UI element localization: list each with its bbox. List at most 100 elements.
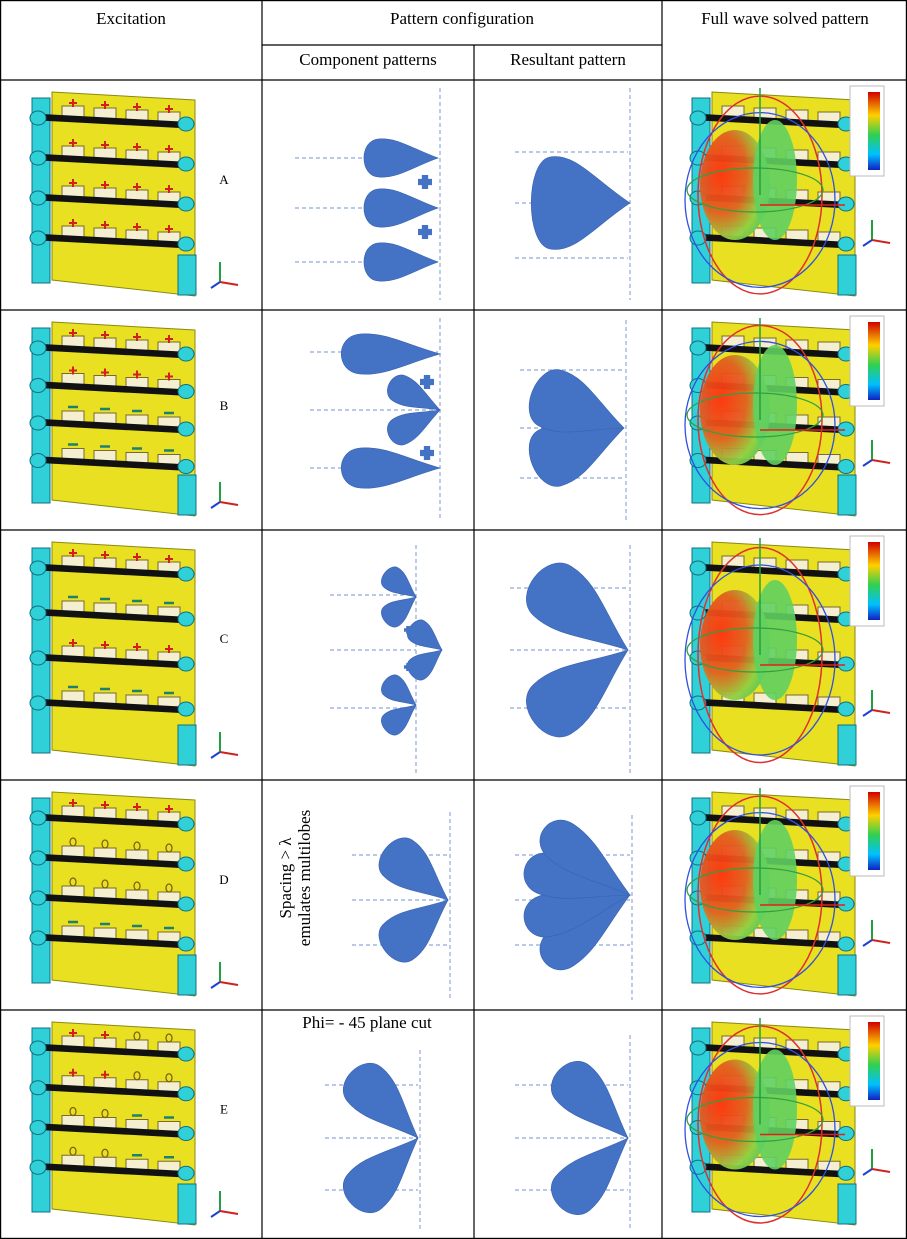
connector	[838, 897, 854, 911]
connector	[178, 897, 194, 911]
plus-sign	[418, 225, 432, 239]
lobe	[531, 156, 630, 249]
axis-icon	[872, 1169, 890, 1172]
connector	[838, 197, 854, 211]
connector	[178, 702, 194, 716]
post	[32, 1028, 50, 1212]
connector	[178, 1166, 194, 1180]
post	[178, 725, 196, 765]
color-bar	[868, 322, 880, 400]
post	[838, 255, 856, 295]
connector	[838, 657, 854, 671]
connector	[30, 111, 46, 125]
plane-cut-note: Phi= - 45 plane cut	[302, 1013, 432, 1032]
connector	[30, 851, 46, 865]
lobe-shape	[515, 552, 647, 674]
connector	[178, 612, 194, 626]
connector	[178, 197, 194, 211]
connector	[178, 347, 194, 361]
connector	[30, 696, 46, 710]
header-cell: Full wave solved pattern	[701, 9, 869, 28]
post	[838, 475, 856, 515]
spacing-note: Spacing > λ	[276, 837, 295, 919]
row-label: C	[220, 631, 229, 646]
plus-sign	[420, 446, 434, 460]
connector	[178, 422, 194, 436]
lobe	[364, 189, 438, 227]
connector	[178, 237, 194, 251]
axis-icon	[863, 460, 872, 466]
axis-icon	[220, 282, 238, 285]
connector	[178, 857, 194, 871]
connector	[30, 1041, 46, 1055]
lobe-shape	[515, 625, 647, 747]
post	[32, 98, 50, 283]
connector	[30, 191, 46, 205]
connector	[178, 937, 194, 951]
connector	[30, 1121, 46, 1135]
connector	[838, 460, 854, 474]
header-cell: Resultant pattern	[510, 50, 626, 69]
connector	[30, 931, 46, 945]
post	[838, 1184, 856, 1224]
axis-icon	[211, 282, 220, 288]
post	[32, 798, 50, 983]
axis-icon	[863, 710, 872, 716]
post	[178, 1184, 196, 1224]
connector	[690, 561, 706, 575]
lobe-shape	[364, 243, 438, 281]
axis-icon	[220, 1211, 238, 1214]
connector	[30, 416, 46, 430]
table: Excitation Pattern configuration Compone…	[0, 0, 907, 1239]
antenna-array	[30, 792, 196, 996]
connector	[178, 817, 194, 831]
row-label: E	[220, 1102, 228, 1117]
axis-icon	[220, 502, 238, 505]
row-label: D	[219, 872, 228, 887]
post	[838, 725, 856, 765]
lobe	[364, 243, 438, 281]
row-label: A	[219, 172, 229, 187]
lobe-shape	[341, 334, 440, 374]
antenna-array	[30, 542, 196, 766]
header-cell: Component patterns	[299, 50, 436, 69]
connector	[30, 341, 46, 355]
color-bar	[868, 792, 880, 870]
axis-icon	[211, 752, 220, 758]
row-label: B	[220, 398, 229, 413]
axis-icon	[872, 710, 890, 713]
color-bar	[868, 92, 880, 170]
axis-icon	[872, 460, 890, 463]
plus-sign	[420, 375, 434, 389]
axis-icon	[872, 240, 890, 243]
axis-icon	[211, 1211, 220, 1217]
connector	[178, 117, 194, 131]
axis-icon	[863, 940, 872, 946]
connector	[178, 157, 194, 171]
spacing-note: emulates multilobes	[295, 810, 314, 946]
connector	[178, 1047, 194, 1061]
connector	[838, 702, 854, 716]
connector	[30, 454, 46, 468]
connector	[30, 606, 46, 620]
lobe	[371, 830, 463, 918]
antenna-array	[30, 1022, 196, 1225]
connector	[30, 651, 46, 665]
plus-sign	[418, 175, 432, 189]
post	[32, 548, 50, 753]
axis-icon	[211, 982, 220, 988]
connector	[178, 657, 194, 671]
connector	[838, 237, 854, 251]
lobe	[515, 552, 647, 674]
connector	[838, 1166, 854, 1180]
axis-icon	[220, 982, 238, 985]
color-bar	[868, 1022, 880, 1100]
lobe-shape	[335, 1055, 436, 1156]
connector	[178, 385, 194, 399]
connector	[690, 811, 706, 825]
connector	[178, 460, 194, 474]
lobe-shape	[364, 139, 438, 177]
lobe	[515, 625, 647, 747]
connector	[30, 1081, 46, 1095]
header-cell: Pattern configuration	[390, 9, 534, 28]
